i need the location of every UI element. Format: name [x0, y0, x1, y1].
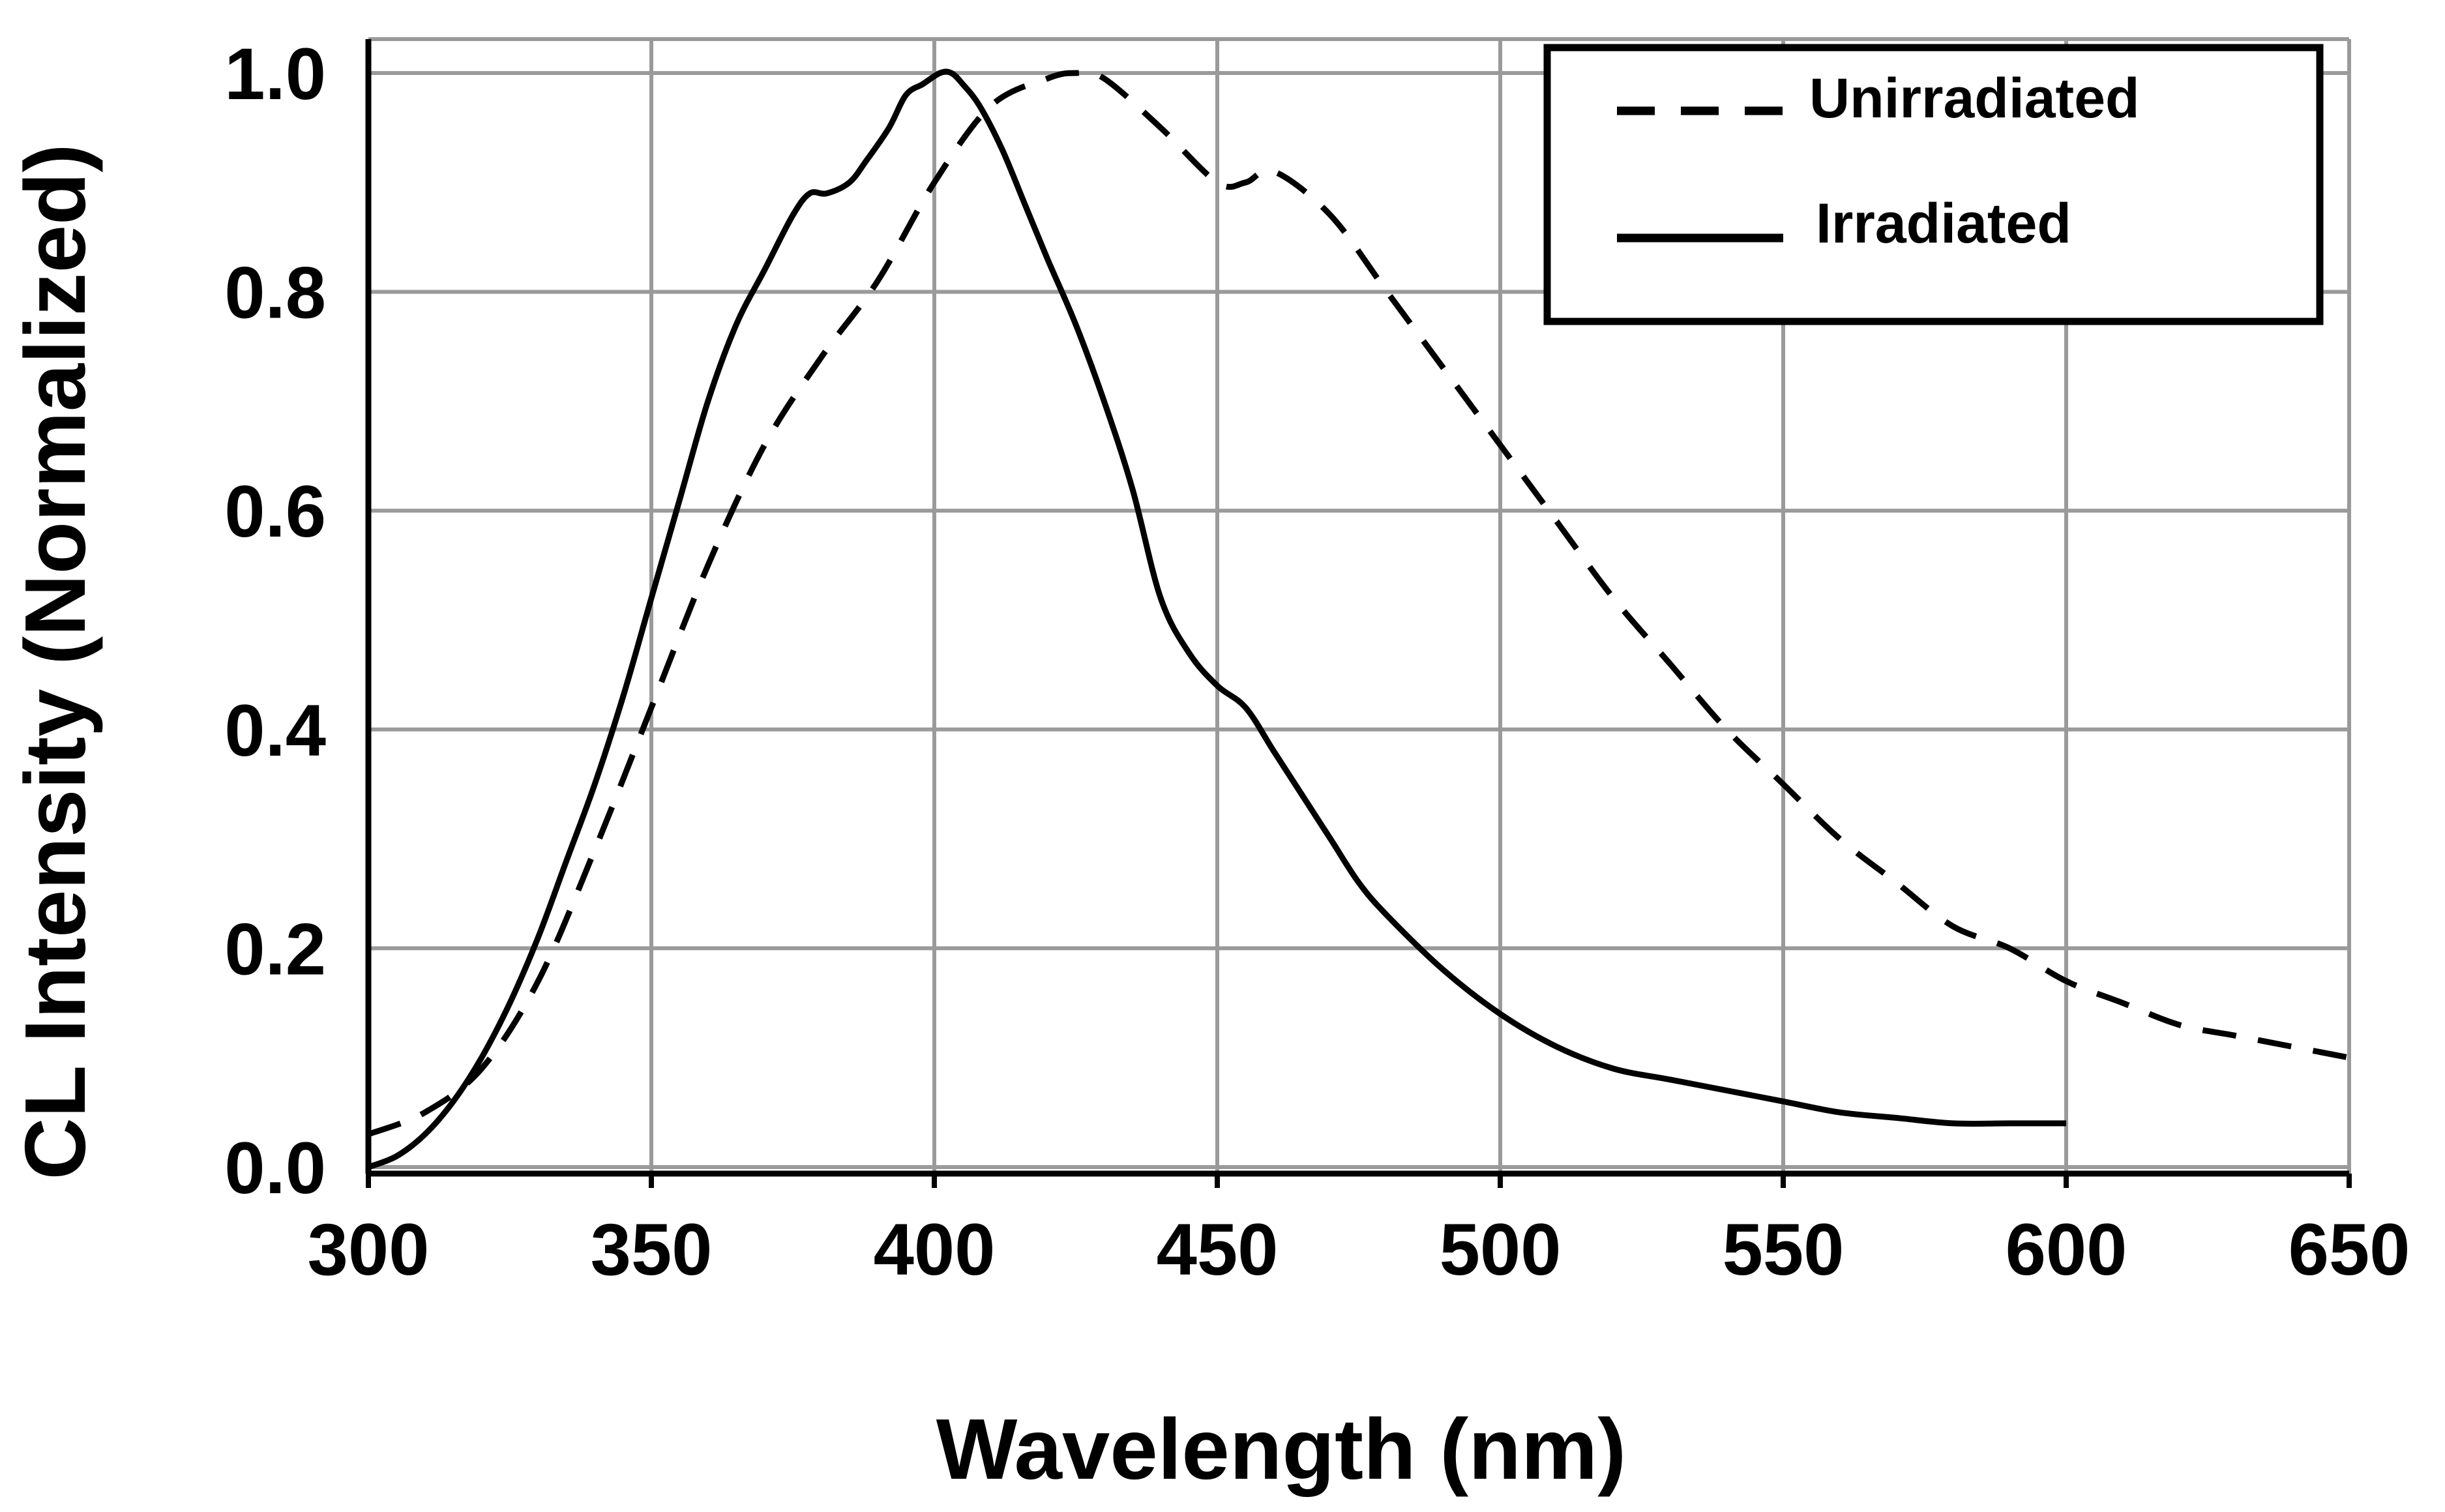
- x-tick-label: 550: [1723, 1209, 1845, 1290]
- y-tick-label: 0.2: [224, 908, 326, 990]
- x-tick-label: 400: [874, 1209, 996, 1290]
- y-tick-labels: 0.0 0.2 0.4 0.6 0.8 1.0: [224, 33, 326, 1209]
- series-layer: [367, 68, 2350, 1170]
- x-tick-label: 350: [591, 1209, 713, 1290]
- x-tick-label: 450: [1157, 1209, 1279, 1290]
- y-tick-label: 0.8: [224, 252, 326, 334]
- legend-label-irradiated: Irradiated: [1816, 192, 2071, 255]
- series-line-irradiated: [367, 68, 2066, 1170]
- y-tick-label: 0.4: [224, 690, 326, 771]
- y-tick-label: 0.0: [224, 1127, 326, 1209]
- axes: [365, 39, 2352, 1188]
- series-line-unirradiated: [367, 69, 2350, 1137]
- grid: [366, 37, 2351, 1174]
- x-axis-title: Wavelength (nm): [936, 1401, 1626, 1497]
- y-axis-title: CL Intensity (Normalized): [7, 143, 103, 1179]
- x-tick-label: 600: [2006, 1209, 2127, 1290]
- x-tick-label: 650: [2289, 1209, 2410, 1290]
- y-tick-label: 1.0: [224, 33, 326, 115]
- x-tick-label: 300: [308, 1209, 430, 1290]
- legend-box: [1543, 44, 2324, 325]
- x-tick-label: 500: [1440, 1209, 1562, 1290]
- legend: Unirradiated Irradiated: [1543, 44, 2324, 325]
- y-tick-label: 0.6: [224, 471, 326, 552]
- legend-label-unirradiated: Unirradiated: [1809, 67, 2140, 130]
- x-tick-labels: 300 350 400 450 500 550 600 650: [308, 1209, 2410, 1290]
